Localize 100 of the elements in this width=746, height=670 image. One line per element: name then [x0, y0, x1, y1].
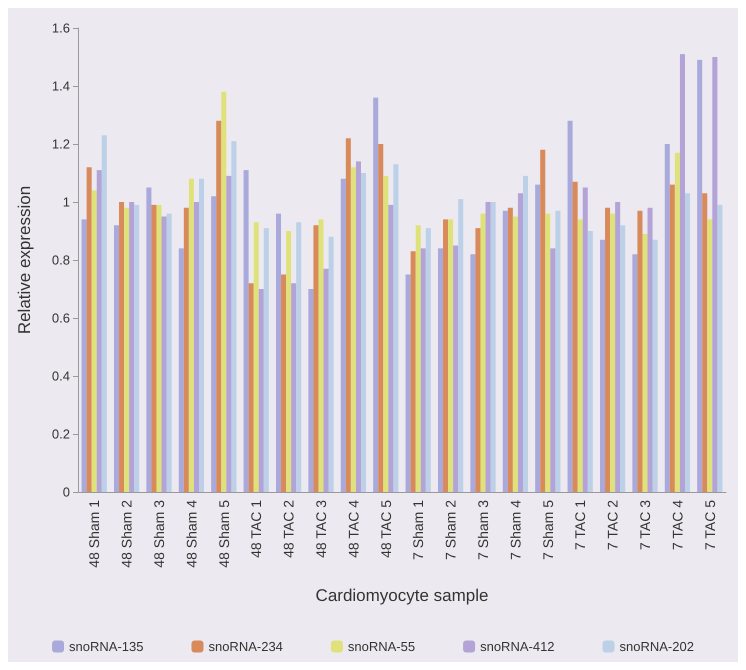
bar	[129, 202, 134, 492]
bar	[535, 184, 540, 492]
bar	[254, 222, 259, 492]
legend-label: snoRNA-234	[208, 639, 283, 654]
bar	[96, 170, 102, 492]
bar	[373, 98, 378, 492]
bar	[717, 204, 722, 492]
x-tick-label: 48 TAC 1	[248, 500, 264, 558]
bar	[226, 176, 232, 492]
bar	[350, 167, 356, 492]
bar	[540, 150, 546, 492]
bar	[702, 193, 708, 492]
bar	[568, 120, 573, 492]
x-tick-label: 7 Sham 2	[442, 500, 459, 560]
bar	[102, 135, 107, 492]
bar	[393, 164, 398, 492]
bar	[258, 289, 264, 492]
x-tick-label: 48 Sham 5	[216, 500, 232, 568]
x-tick-label: 7 TAC 5	[702, 500, 718, 550]
bar	[652, 240, 658, 492]
bar	[600, 240, 606, 492]
bar	[490, 202, 496, 492]
bar	[276, 214, 282, 492]
x-tick-label: 7 TAC 4	[669, 500, 686, 550]
bar	[388, 204, 394, 492]
bar	[151, 204, 156, 492]
x-tick-label: 48 Sham 2	[118, 500, 135, 568]
bar	[156, 204, 162, 492]
y-tick-label: 0.4	[52, 368, 70, 384]
y-axis-title: Relative expression	[15, 186, 34, 334]
bar	[664, 144, 670, 492]
bar	[632, 254, 638, 492]
y-tick-label: 0	[62, 484, 70, 500]
bar	[328, 236, 334, 492]
bar	[620, 225, 626, 492]
bar	[637, 210, 642, 492]
bar	[198, 178, 204, 492]
bar	[82, 219, 87, 492]
bar	[674, 152, 680, 492]
y-tick-label: 1.2	[52, 136, 70, 152]
bar	[578, 219, 583, 492]
bar	[545, 214, 550, 492]
bar	[486, 202, 491, 492]
legend-label: snoRNA-202	[620, 639, 694, 654]
bar	[340, 178, 346, 492]
bar	[211, 196, 216, 492]
bar	[680, 54, 685, 492]
bar	[356, 161, 361, 492]
bar	[166, 214, 172, 492]
bar	[470, 254, 476, 492]
legend-label: snoRNA-412	[480, 639, 555, 654]
bar	[410, 251, 416, 492]
bar	[420, 248, 426, 492]
x-tick-label: 7 Sham 3	[475, 500, 491, 560]
bar	[308, 289, 314, 492]
bar	[458, 199, 464, 492]
bar	[518, 193, 523, 492]
bar	[296, 222, 302, 492]
bar	[188, 178, 194, 492]
bar	[244, 170, 249, 492]
x-tick-label: 48 TAC 2	[280, 500, 297, 558]
x-tick-label: 7 TAC 1	[572, 500, 588, 550]
x-tick-label: 48 TAC 3	[313, 500, 329, 558]
bar	[684, 193, 690, 492]
y-tick-label: 0.6	[52, 310, 70, 326]
bar	[264, 228, 269, 492]
bar	[146, 188, 152, 492]
x-tick-label: 7 Sham 5	[540, 500, 556, 560]
bar	[346, 138, 351, 492]
x-tick-label: 7 TAC 3	[637, 500, 653, 550]
y-tick-label: 1.6	[52, 20, 70, 36]
bar	[360, 173, 366, 492]
bar	[92, 190, 97, 492]
bar	[86, 167, 92, 492]
bar	[416, 225, 421, 492]
bar	[670, 184, 675, 492]
x-tick-label: 48 TAC 4	[345, 500, 362, 558]
bar	[291, 283, 296, 492]
bar	[184, 208, 189, 492]
bar	[508, 208, 513, 492]
x-tick-label: 7 Sham 4	[507, 500, 524, 560]
bar	[221, 92, 226, 492]
bar	[231, 141, 236, 492]
bar	[114, 225, 120, 492]
bar	[555, 210, 560, 492]
bar	[194, 202, 199, 492]
y-tick-label: 1.4	[52, 78, 70, 94]
x-axis-title: Cardiomyocyte sample	[316, 586, 488, 605]
bar	[707, 219, 712, 492]
bar	[697, 60, 702, 492]
x-tick-label: 48 TAC 5	[378, 500, 394, 558]
x-tick-label: 48 Sham 3	[151, 500, 167, 568]
bar	[572, 182, 578, 492]
y-tick-label: 0.8	[52, 252, 70, 268]
bar	[502, 210, 508, 492]
bar	[582, 188, 588, 492]
x-tick-label: 7 TAC 2	[604, 500, 621, 550]
bar	[522, 176, 528, 492]
bar	[588, 231, 593, 492]
bar	[448, 219, 454, 492]
